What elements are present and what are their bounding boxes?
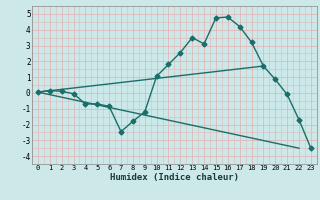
- X-axis label: Humidex (Indice chaleur): Humidex (Indice chaleur): [110, 173, 239, 182]
